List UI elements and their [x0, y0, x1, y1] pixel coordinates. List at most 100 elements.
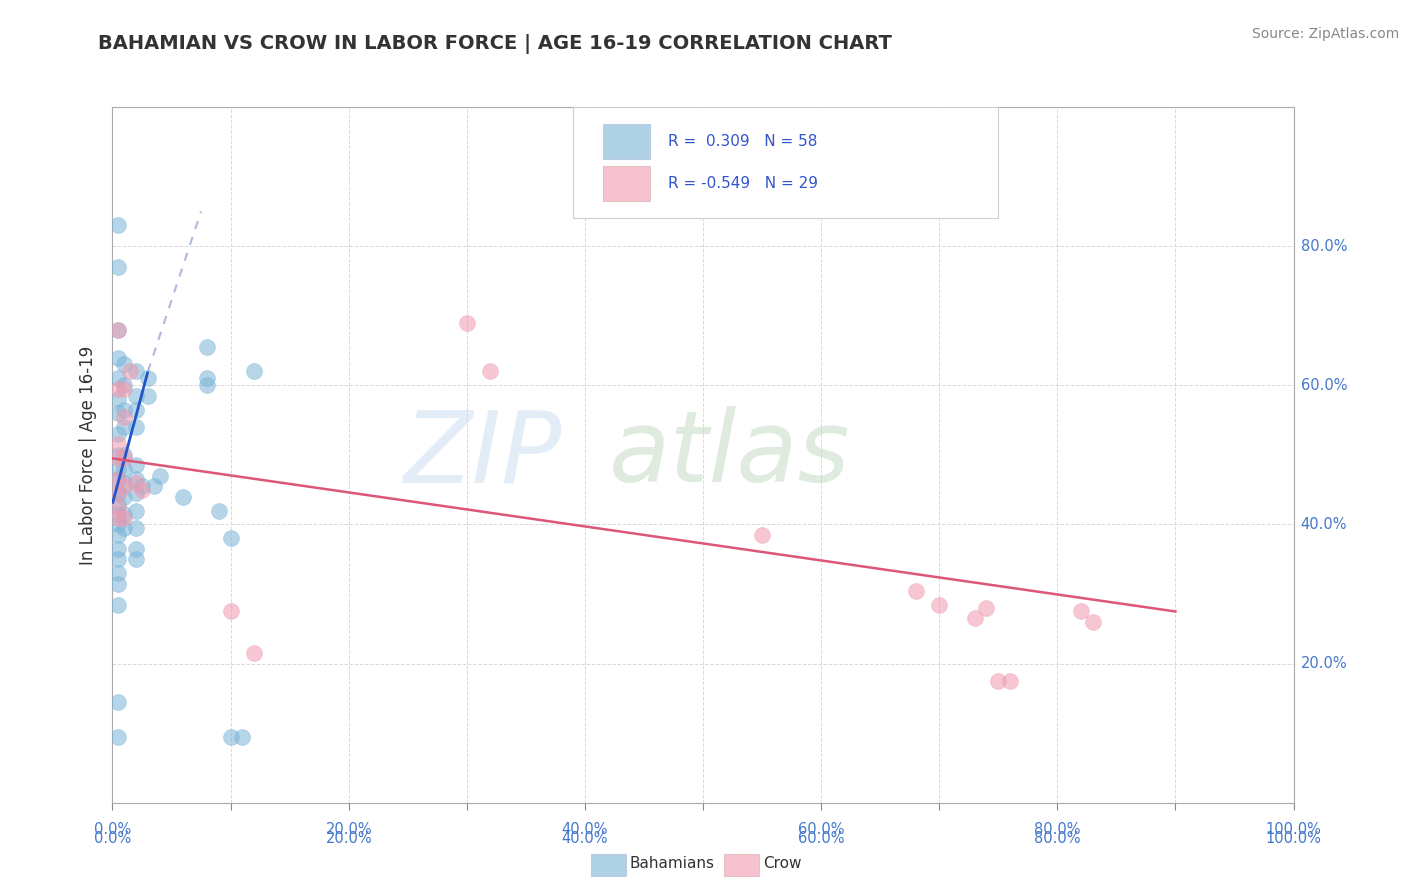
Point — [107, 576, 129, 591]
Point — [107, 323, 129, 337]
Text: Bahamians: Bahamians — [630, 856, 714, 871]
Point — [112, 462, 135, 476]
Point — [219, 532, 242, 546]
Point — [107, 392, 129, 407]
Point — [243, 646, 266, 660]
Point — [243, 364, 266, 378]
Text: ZIP: ZIP — [404, 407, 561, 503]
Point — [107, 462, 129, 476]
Point — [125, 503, 148, 517]
Point — [107, 566, 129, 581]
Text: 40.0%: 40.0% — [561, 830, 609, 846]
Text: atlas: atlas — [609, 407, 851, 503]
Point — [112, 382, 135, 396]
Point — [172, 490, 194, 504]
Point — [136, 389, 159, 403]
Point — [928, 598, 950, 612]
Text: 100.0%: 100.0% — [1265, 822, 1322, 837]
Point — [107, 552, 129, 566]
Text: 80.0%: 80.0% — [1033, 822, 1081, 837]
FancyBboxPatch shape — [574, 107, 998, 219]
Point — [107, 406, 129, 420]
Point — [107, 260, 129, 274]
Text: 100.0%: 100.0% — [1265, 830, 1322, 846]
Point — [131, 483, 153, 497]
Point — [125, 552, 148, 566]
Point — [195, 371, 218, 385]
Text: 80.0%: 80.0% — [1301, 239, 1347, 253]
Text: BAHAMIAN VS CROW IN LABOR FORCE | AGE 16-19 CORRELATION CHART: BAHAMIAN VS CROW IN LABOR FORCE | AGE 16… — [98, 34, 893, 54]
Point — [904, 583, 927, 598]
Point — [998, 674, 1021, 689]
Text: 20.0%: 20.0% — [1301, 657, 1347, 671]
Point — [1070, 605, 1092, 619]
Point — [107, 382, 129, 396]
Point — [231, 730, 253, 744]
Point — [112, 521, 135, 535]
Point — [149, 468, 172, 483]
Point — [107, 517, 129, 532]
Point — [120, 364, 142, 378]
Text: 20.0%: 20.0% — [325, 822, 373, 837]
Point — [456, 316, 478, 330]
Point — [125, 389, 148, 403]
Point — [219, 730, 242, 744]
Text: 40.0%: 40.0% — [561, 822, 609, 837]
Text: R = -0.549   N = 29: R = -0.549 N = 29 — [668, 176, 817, 191]
Point — [1081, 615, 1104, 629]
Bar — [603, 124, 650, 159]
Point — [987, 674, 1010, 689]
Point — [107, 695, 129, 709]
Point — [112, 358, 135, 372]
Point — [208, 503, 231, 517]
Point — [125, 475, 148, 490]
Point — [107, 351, 129, 365]
Point — [112, 490, 135, 504]
Point — [107, 472, 129, 486]
Point — [131, 479, 153, 493]
Point — [125, 521, 148, 535]
Text: 40.0%: 40.0% — [1301, 517, 1347, 532]
Point — [107, 528, 129, 542]
Text: 60.0%: 60.0% — [797, 822, 845, 837]
Point — [479, 364, 502, 378]
Point — [125, 420, 148, 434]
Point — [107, 510, 129, 524]
Point — [107, 451, 129, 466]
Point — [107, 486, 129, 500]
Point — [107, 598, 129, 612]
Point — [112, 402, 135, 417]
Point — [142, 479, 165, 493]
Point — [112, 409, 135, 424]
Point — [107, 507, 129, 521]
Point — [136, 371, 159, 385]
Point — [125, 364, 148, 378]
Point — [963, 611, 986, 625]
Point — [107, 437, 129, 451]
Point — [107, 500, 129, 514]
Text: Crow: Crow — [763, 856, 801, 871]
Point — [112, 510, 135, 524]
Point — [107, 323, 129, 337]
Point — [195, 340, 218, 354]
Point — [107, 486, 129, 500]
Point — [125, 402, 148, 417]
Text: Source: ZipAtlas.com: Source: ZipAtlas.com — [1251, 27, 1399, 41]
Point — [112, 420, 135, 434]
Point — [219, 605, 242, 619]
Point — [107, 371, 129, 385]
Point — [112, 507, 135, 521]
Bar — [603, 166, 650, 201]
Text: 80.0%: 80.0% — [1033, 830, 1081, 846]
Point — [125, 472, 148, 486]
Point — [112, 475, 135, 490]
Y-axis label: In Labor Force | Age 16-19: In Labor Force | Age 16-19 — [79, 345, 97, 565]
Point — [107, 730, 129, 744]
Point — [112, 378, 135, 392]
Point — [195, 378, 218, 392]
Point — [107, 427, 129, 442]
Point — [751, 528, 773, 542]
Text: 60.0%: 60.0% — [797, 830, 845, 846]
Text: 0.0%: 0.0% — [94, 822, 131, 837]
Point — [976, 601, 998, 615]
